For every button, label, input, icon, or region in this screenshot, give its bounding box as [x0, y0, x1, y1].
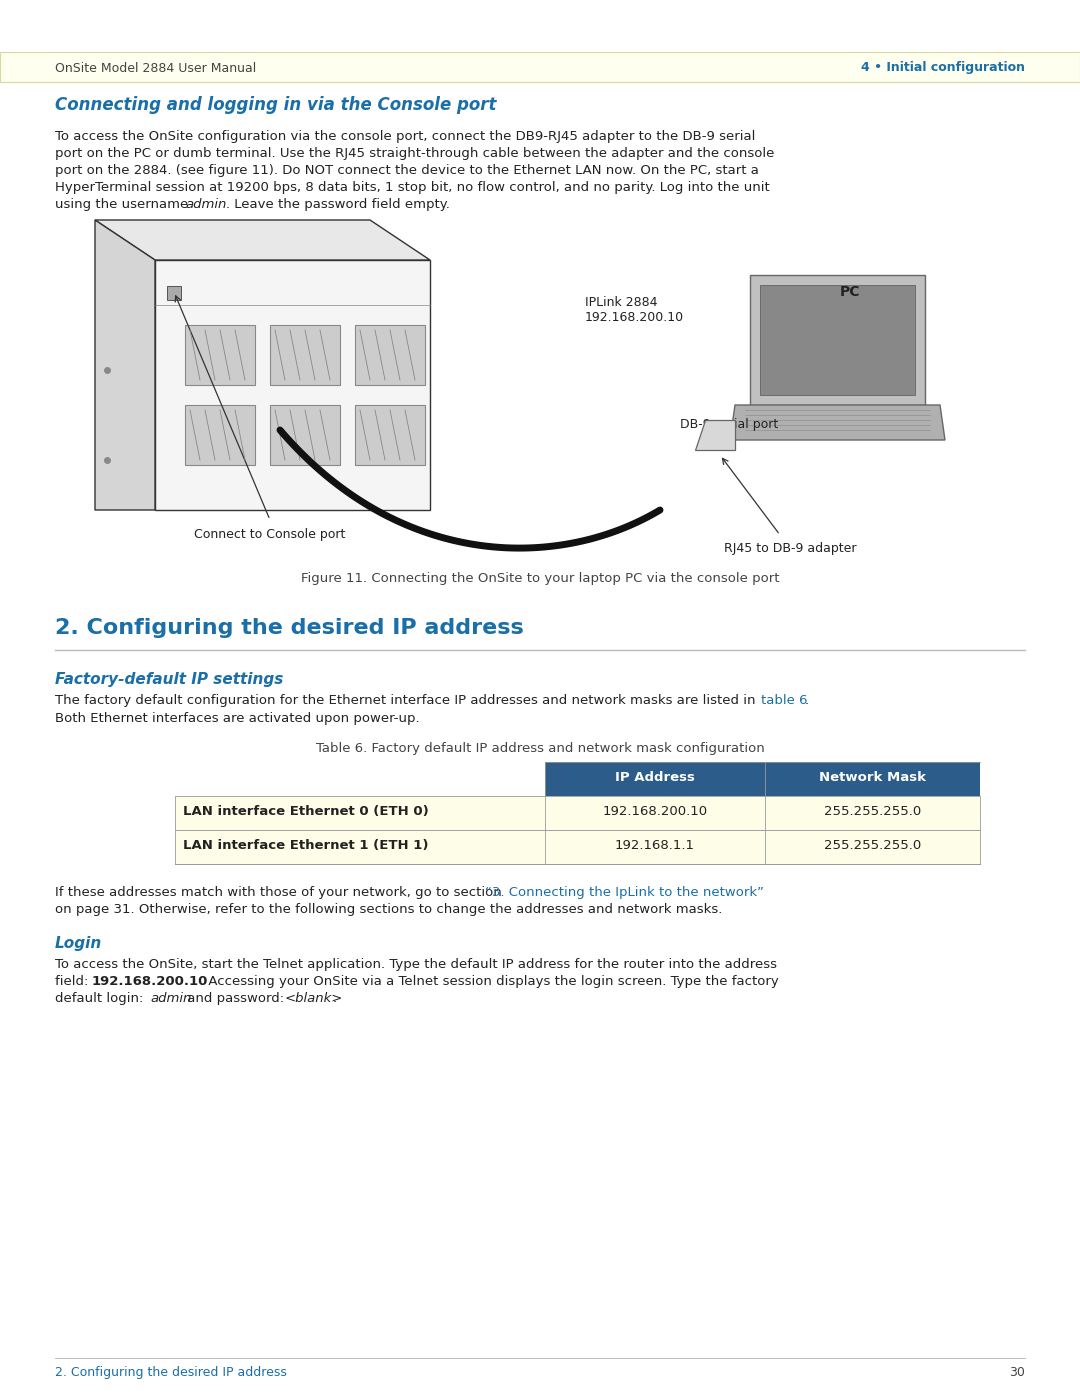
Text: table 6: table 6	[761, 694, 808, 707]
Text: default login:: default login:	[55, 992, 148, 1004]
Text: Table 6. Factory default IP address and network mask configuration: Table 6. Factory default IP address and …	[315, 742, 765, 754]
Text: To access the OnSite configuration via the console port, connect the DB9-RJ45 ad: To access the OnSite configuration via t…	[55, 130, 755, 142]
Polygon shape	[95, 219, 156, 510]
FancyBboxPatch shape	[175, 830, 980, 863]
Polygon shape	[156, 260, 430, 510]
Text: 2. Configuring the desired IP address: 2. Configuring the desired IP address	[55, 617, 524, 638]
Text: Both Ethernet interfaces are activated upon power-up.: Both Ethernet interfaces are activated u…	[55, 712, 420, 725]
Text: Network Mask: Network Mask	[819, 771, 926, 784]
Text: port on the 2884. (see figure 11). Do NOT connect the device to the Ethernet LAN: port on the 2884. (see figure 11). Do NO…	[55, 163, 759, 177]
Text: using the username: using the username	[55, 198, 192, 211]
Text: LAN interface Ethernet 0 (ETH 0): LAN interface Ethernet 0 (ETH 0)	[183, 805, 429, 819]
Text: 2. Configuring the desired IP address: 2. Configuring the desired IP address	[55, 1366, 287, 1379]
Text: Connect to Console port: Connect to Console port	[194, 528, 346, 541]
Text: Leave the password field empty.: Leave the password field empty.	[230, 198, 450, 211]
Text: 30: 30	[1009, 1366, 1025, 1379]
Text: and password:: and password:	[183, 992, 288, 1004]
Polygon shape	[355, 326, 426, 386]
Polygon shape	[355, 405, 426, 465]
Polygon shape	[270, 326, 340, 386]
Text: Figure 11. Connecting the OnSite to your laptop PC via the console port: Figure 11. Connecting the OnSite to your…	[300, 571, 780, 585]
Text: To access the OnSite, start the Telnet application. Type the default IP address : To access the OnSite, start the Telnet a…	[55, 958, 777, 971]
Text: on page 31. Otherwise, refer to the following sections to change the addresses a: on page 31. Otherwise, refer to the foll…	[55, 902, 723, 916]
Text: DB-9 serial port: DB-9 serial port	[680, 418, 779, 432]
Text: .: .	[333, 992, 337, 1004]
Text: OnSite Model 2884 User Manual: OnSite Model 2884 User Manual	[55, 61, 256, 74]
FancyBboxPatch shape	[545, 761, 980, 796]
Text: RJ45 to DB-9 adapter: RJ45 to DB-9 adapter	[724, 542, 856, 555]
Polygon shape	[95, 219, 430, 260]
Text: “3. Connecting the IpLink to the network”: “3. Connecting the IpLink to the network…	[485, 886, 764, 900]
FancyBboxPatch shape	[0, 52, 1080, 82]
Polygon shape	[185, 326, 255, 386]
Text: 192.168.200.10: 192.168.200.10	[92, 975, 208, 988]
Text: PC: PC	[840, 285, 861, 299]
Text: admin: admin	[150, 992, 191, 1004]
Text: The factory default configuration for the Ethernet interface IP addresses and ne: The factory default configuration for th…	[55, 694, 759, 707]
FancyBboxPatch shape	[167, 286, 181, 300]
FancyBboxPatch shape	[175, 796, 980, 830]
Text: IP Address: IP Address	[616, 771, 694, 784]
Text: HyperTerminal session at 19200 bps, 8 data bits, 1 stop bit, no flow control, an: HyperTerminal session at 19200 bps, 8 da…	[55, 182, 770, 194]
Polygon shape	[270, 405, 340, 465]
Text: IPLink 2884
192.168.200.10: IPLink 2884 192.168.200.10	[585, 296, 684, 324]
Text: admin.: admin.	[185, 198, 231, 211]
Text: port on the PC or dumb terminal. Use the RJ45 straight-through cable between the: port on the PC or dumb terminal. Use the…	[55, 147, 774, 161]
Text: <blank>: <blank>	[285, 992, 343, 1004]
Polygon shape	[185, 405, 255, 465]
Polygon shape	[730, 405, 945, 440]
Polygon shape	[696, 420, 735, 450]
Text: 192.168.1.1: 192.168.1.1	[615, 840, 696, 852]
Polygon shape	[750, 275, 924, 405]
Text: 255.255.255.0: 255.255.255.0	[824, 805, 921, 819]
Text: Login: Login	[55, 936, 103, 951]
Text: 4 • Initial configuration: 4 • Initial configuration	[861, 61, 1025, 74]
Text: 192.168.200.10: 192.168.200.10	[603, 805, 707, 819]
Text: .: .	[805, 694, 809, 707]
Text: field:: field:	[55, 975, 93, 988]
Polygon shape	[760, 285, 915, 395]
Text: Connecting and logging in via the Console port: Connecting and logging in via the Consol…	[55, 96, 497, 115]
Text: LAN interface Ethernet 1 (ETH 1): LAN interface Ethernet 1 (ETH 1)	[183, 840, 429, 852]
Text: Factory-default IP settings: Factory-default IP settings	[55, 672, 283, 687]
Text: 255.255.255.0: 255.255.255.0	[824, 840, 921, 852]
Text: If these addresses match with those of your network, go to section: If these addresses match with those of y…	[55, 886, 507, 900]
Text: . Accessing your OnSite via a Telnet session displays the login screen. Type the: . Accessing your OnSite via a Telnet ses…	[200, 975, 779, 988]
